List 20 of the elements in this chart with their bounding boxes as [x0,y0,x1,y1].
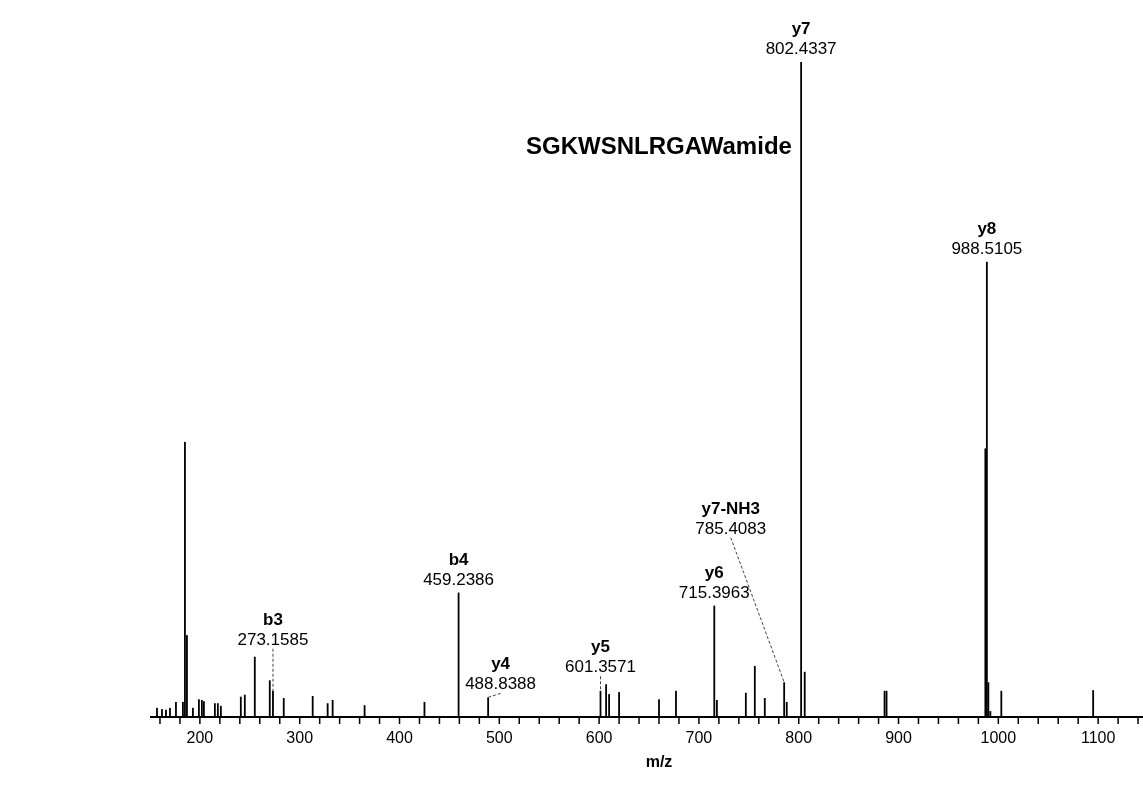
annotation: y6 715.3963 [678,562,750,602]
annotation: y5 601.3571 [565,637,636,677]
text: SGKWSNLRGAWamide [526,131,792,159]
x-tick-label: 300 [286,729,314,746]
annotation: b3 273.1585 [237,609,309,649]
x-tick-label: 900 [885,729,912,746]
annotation: b4 459.2386 [423,549,495,589]
annotation: y8 988.5105 [951,218,1023,258]
x-tick-label: 600 [585,729,613,746]
x-tick-label: 700 [685,729,713,746]
x-tick-label: 400 [386,729,413,746]
x-tick-label: 1000 [980,729,1017,746]
x-tick-label: 200 [186,729,214,746]
x-axis-title: m/z [645,753,673,770]
x-tick-label: 500 [485,729,513,746]
annotation: y7 802.4337 [765,19,837,58]
annotation: y7-NH3 785.4083 [695,498,767,538]
x-tick-label: 1100 [1080,729,1116,746]
annotation: y4 488.8388 [465,654,537,694]
x-tick-label: 800 [785,729,813,746]
